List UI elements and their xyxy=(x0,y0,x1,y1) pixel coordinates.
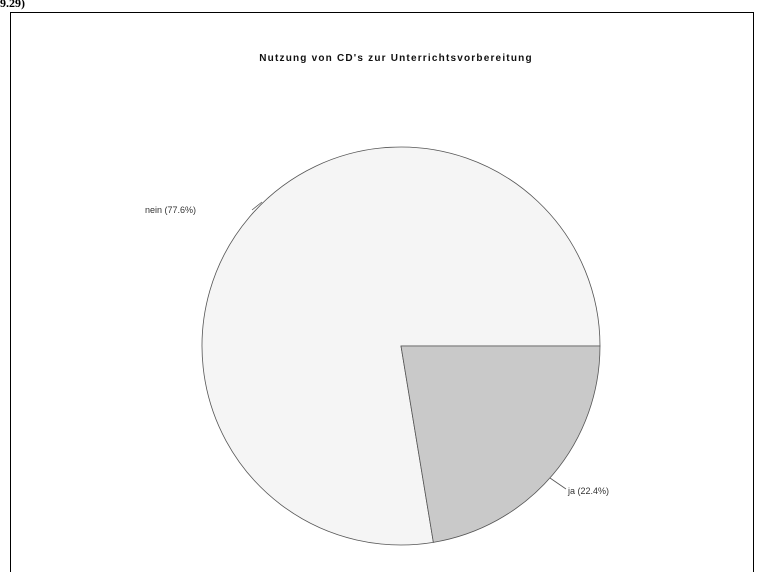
chart-title: Nutzung von CD's zur Unterrichtsvorberei… xyxy=(259,53,533,64)
top-cropped-text: 9.29) xyxy=(0,0,25,10)
pie-slice-nein xyxy=(201,146,601,546)
slice-label-ja: ja (22.4%) xyxy=(567,486,609,496)
pie-slice-ja xyxy=(400,345,601,543)
leader-line-ja xyxy=(549,477,567,490)
slice-label-nein: nein (77.6%) xyxy=(145,205,196,215)
leader-line-nein xyxy=(251,201,263,211)
